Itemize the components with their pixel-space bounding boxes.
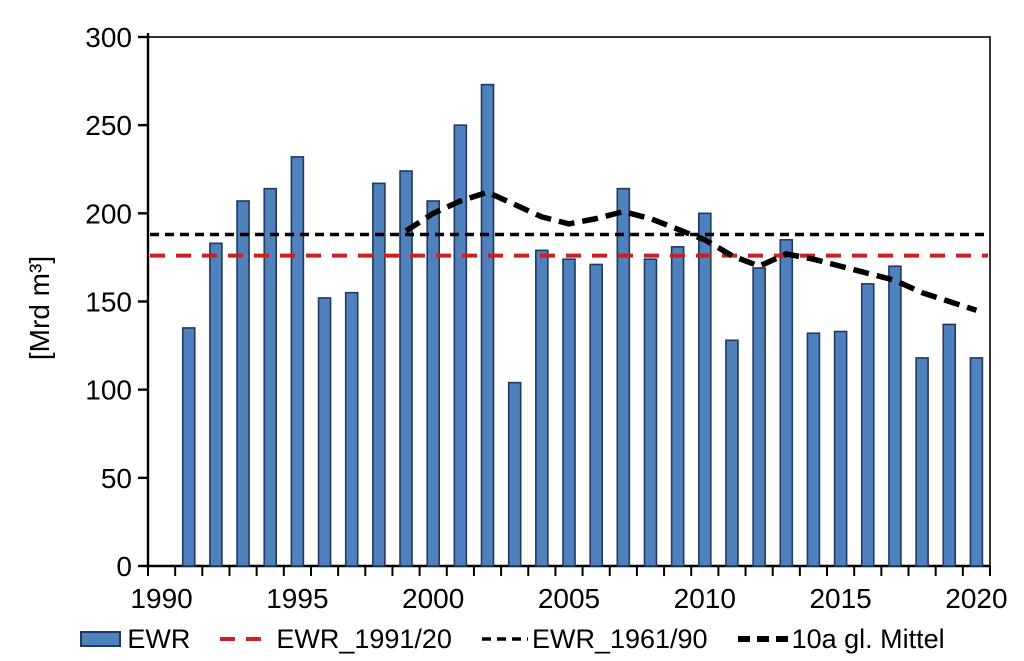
bar-1997 xyxy=(344,291,359,567)
legend-item-ewr: EWR xyxy=(79,624,190,655)
bar-1994 xyxy=(263,187,278,567)
bar-2004 xyxy=(535,249,549,567)
bar-2010 xyxy=(698,212,712,567)
bar-2019 xyxy=(942,323,957,567)
red-dashed-line-icon xyxy=(220,637,273,641)
bar-2002 xyxy=(480,83,495,567)
bar-2017 xyxy=(888,265,902,567)
bar-2008 xyxy=(643,258,658,567)
bar-2016 xyxy=(860,283,875,567)
legend-label-ewr: EWR xyxy=(127,623,191,654)
x-tick-label-1995: 1995 xyxy=(266,583,328,614)
bar-2007 xyxy=(616,187,631,567)
bar-2020 xyxy=(969,357,984,567)
bar-1996 xyxy=(317,297,332,567)
legend-item-ewr-1991-20: EWR_1991/20 xyxy=(220,624,452,655)
y-tick-label-100: 100 xyxy=(85,375,132,406)
bar-2014 xyxy=(806,332,821,567)
legend-item-10a-mittel: 10a gl. Mittel xyxy=(737,623,945,655)
bar-2001 xyxy=(453,124,468,567)
x-tick-label-2020: 2020 xyxy=(945,583,1007,614)
bar-1998 xyxy=(372,182,386,567)
bar-1999 xyxy=(399,170,413,567)
legend: EWR EWR_1991/20 EWR_1961/90 10a gl. Mitt… xyxy=(0,620,1024,658)
bar-2013 xyxy=(779,238,794,567)
legend-item-ewr-1961-90: EWR_1961/90 xyxy=(481,623,708,655)
bar-2005 xyxy=(562,258,576,567)
legend-label-10a-mittel: 10a gl. Mittel xyxy=(791,623,945,654)
bar-1995 xyxy=(290,156,305,567)
x-tick-label-1990: 1990 xyxy=(130,583,192,614)
y-tick-label-250: 250 xyxy=(85,110,132,141)
bar-2015 xyxy=(833,330,848,567)
bar-2018 xyxy=(915,357,929,567)
bar-1992 xyxy=(209,242,223,567)
bar-2006 xyxy=(589,263,603,567)
y-tick-label-0: 0 xyxy=(116,551,132,582)
y-axis-title: [Mrd m³] xyxy=(24,255,55,361)
legend-label-ewr-1991-20: EWR_1991/20 xyxy=(276,623,452,654)
x-tick-label-2005: 2005 xyxy=(538,583,600,614)
bar-swatch-icon xyxy=(80,631,122,647)
legend-label-ewr-1961-90: EWR_1961/90 xyxy=(531,623,708,654)
bar-2011 xyxy=(725,339,739,567)
moving-average-line xyxy=(404,189,978,313)
x-tick-label-2010: 2010 xyxy=(674,583,736,614)
y-tick-label-150: 150 xyxy=(85,287,132,318)
x-tick-label-2015: 2015 xyxy=(809,583,871,614)
bar-1993 xyxy=(236,200,250,567)
y-tick-label-50: 50 xyxy=(101,463,132,494)
bar-2003 xyxy=(507,381,522,567)
bar-1991 xyxy=(181,327,196,567)
thick-dashed-line-icon xyxy=(737,636,788,642)
bar-2012 xyxy=(752,267,766,567)
y-tick-label-300: 300 xyxy=(85,22,132,53)
bar-2000 xyxy=(426,200,440,567)
y-tick-label-200: 200 xyxy=(85,198,132,229)
x-tick-label-2000: 2000 xyxy=(402,583,464,614)
bar-2009 xyxy=(670,246,685,567)
black-dashed-line-icon xyxy=(481,637,528,641)
